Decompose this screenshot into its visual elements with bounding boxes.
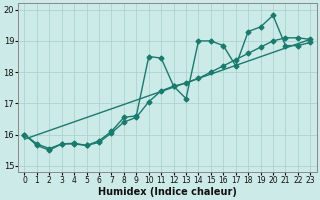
X-axis label: Humidex (Indice chaleur): Humidex (Indice chaleur) bbox=[98, 187, 237, 197]
